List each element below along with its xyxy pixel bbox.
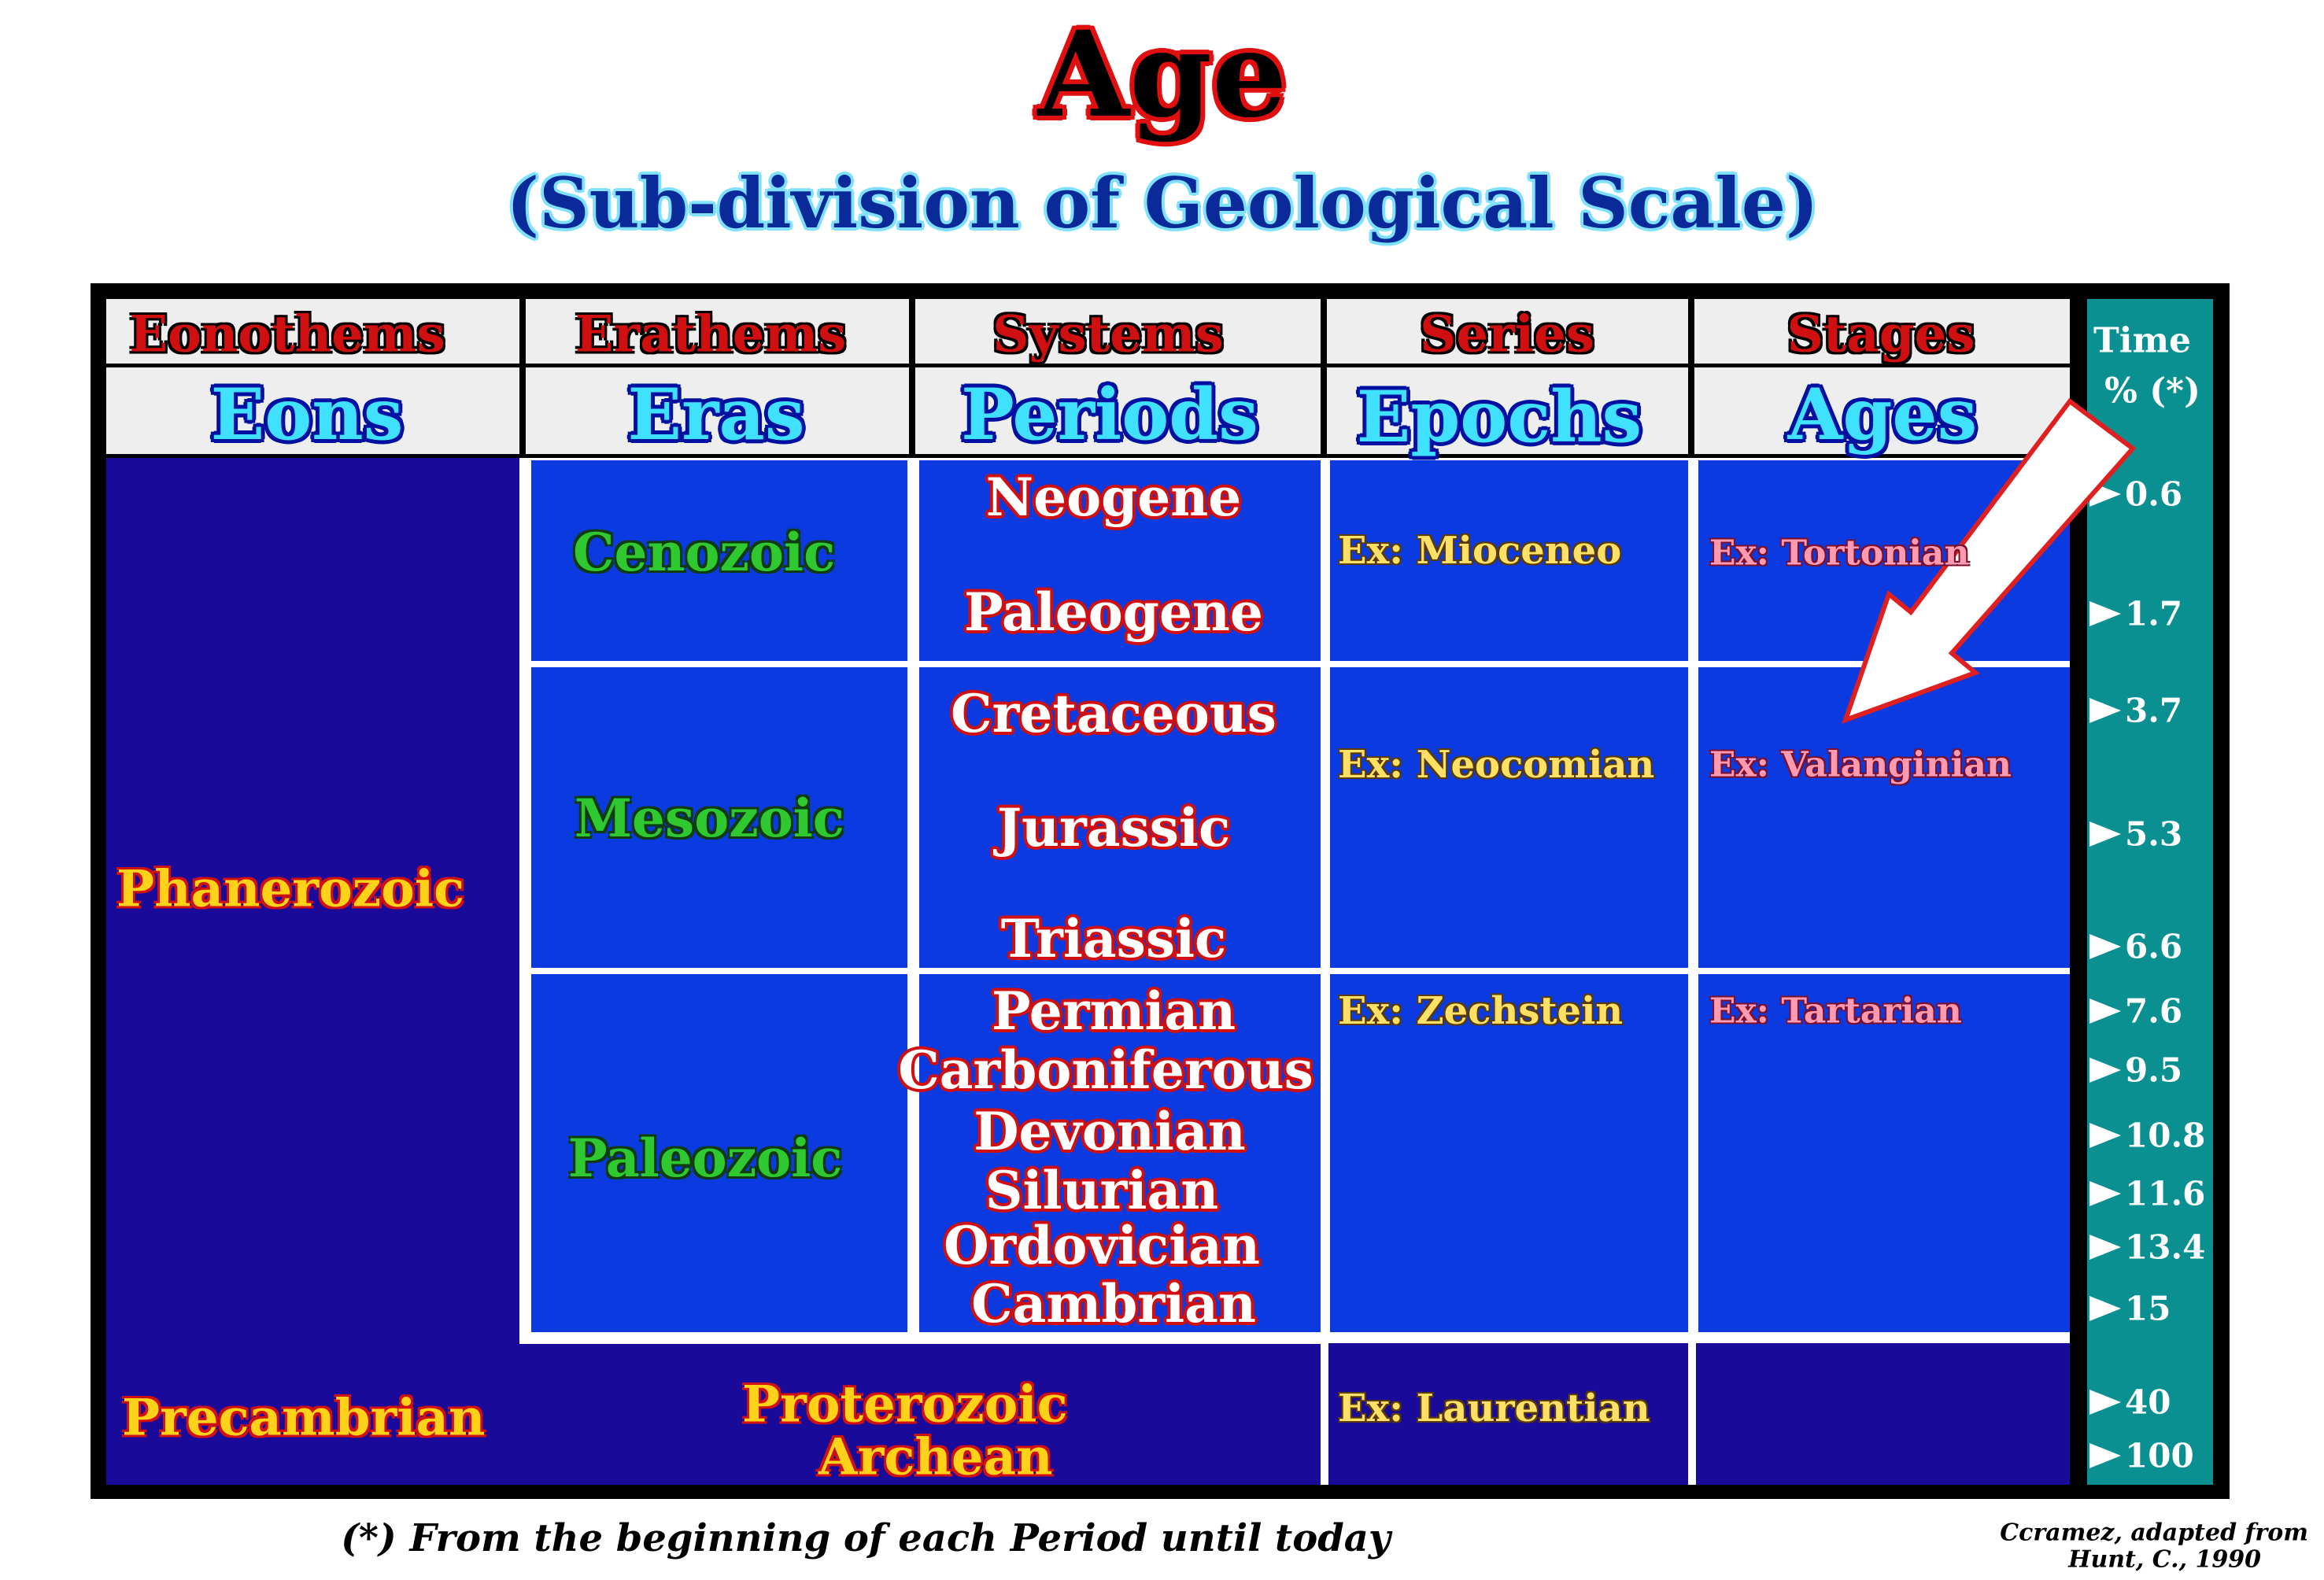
time-tick: [2089, 934, 2121, 959]
header-series: Series: [1420, 305, 1594, 364]
precambrian-topline: [519, 1338, 1322, 1344]
cell-cenozoic-era: [531, 460, 907, 661]
time-tick: [2089, 821, 2121, 847]
time-value: 7.6: [2125, 991, 2183, 1031]
time-value: 40: [2125, 1382, 2171, 1422]
cell-paleozoic-era: [531, 974, 907, 1332]
header-eonothems: Eonothems: [129, 305, 445, 364]
epoch-mioceneo: Ex: Mioceneo: [1338, 529, 1622, 573]
cell-paleozoic-epoch: [1330, 974, 1688, 1332]
time-tick: [2089, 698, 2121, 723]
cell-mesozoic-era: [531, 667, 907, 968]
header-stages: Stages: [1786, 305, 1975, 364]
header-erathems: Erathems: [575, 305, 847, 364]
time-tick: [2089, 1390, 2121, 1415]
time-tick: [2089, 601, 2121, 626]
era-archean: Archean: [818, 1427, 1053, 1487]
precambrian-divider: [1321, 1343, 1328, 1485]
time-value: 13.4: [2125, 1227, 2206, 1267]
time-value: 0.6: [2125, 474, 2183, 514]
header-eons: Eons: [210, 373, 404, 456]
period-paleogene: Paleogene: [964, 581, 1263, 643]
header-row-bottom: [106, 367, 2070, 454]
time-tick: [2089, 1235, 2121, 1260]
footnote: (*) From the beginning of each Period un…: [341, 1516, 1391, 1560]
cell-mesozoic-epoch: [1330, 667, 1688, 968]
credit-line-2: Hunt, C., 1990: [2068, 1545, 2261, 1574]
header-divider: [1688, 299, 1694, 454]
time-tick: [2089, 1296, 2121, 1321]
header-divider: [519, 299, 526, 454]
period-triassic: Triassic: [1000, 908, 1227, 969]
age-valanginian: Ex: Valanginian: [1709, 744, 2012, 785]
time-tick: [2089, 999, 2121, 1024]
page-subtitle: (Sub-division of Geological Scale): [506, 162, 1819, 244]
period-carboniferous: Carboniferous: [898, 1039, 1313, 1101]
header-time-percent: % (*): [2104, 371, 2200, 412]
period-silurian: Silurian: [985, 1160, 1219, 1221]
time-value: 9.5: [2125, 1050, 2183, 1090]
cell-cenozoic-period: [919, 460, 1321, 661]
header-eras: Eras: [627, 373, 805, 456]
time-tick: [2089, 1123, 2121, 1148]
header-epochs: Epochs: [1356, 375, 1642, 459]
credit-line-1: Ccramez, adapted from: [2000, 1519, 2308, 1547]
period-ordovician: Ordovician: [944, 1215, 1260, 1276]
arrow-icon: [1842, 397, 2137, 724]
time-value: 15: [2125, 1289, 2171, 1328]
time-value: 10.8: [2125, 1116, 2206, 1155]
time-value: 3.7: [2125, 691, 2183, 730]
cell-paleozoic-period: [919, 974, 1321, 1332]
epoch-zechstein: Ex: Zechstein: [1338, 989, 1624, 1033]
era-proterozoic: Proterozoic: [742, 1375, 1068, 1434]
header-divider: [1321, 299, 1327, 454]
precambrian-divider: [1688, 1343, 1696, 1485]
time-ticks: [2089, 482, 2121, 1468]
era-cenozoic: Cenozoic: [573, 522, 836, 583]
time-value: 100: [2125, 1436, 2194, 1475]
eon-precambrian: Precambrian: [122, 1388, 486, 1448]
period-devonian: Devonian: [974, 1101, 1246, 1162]
period-cretaceous: Cretaceous: [951, 683, 1277, 744]
age-tartarian: Ex: Tartarian: [1709, 991, 1962, 1032]
age-tortonian: Ex: Tortonian: [1709, 533, 1970, 574]
epoch-laurentian: Ex: Laurentian: [1338, 1386, 1650, 1430]
time-tick: [2089, 1443, 2121, 1468]
era-paleozoic: Paleozoic: [568, 1128, 843, 1189]
header-row-top: [106, 299, 2070, 364]
period-cambrian: Cambrian: [971, 1273, 1256, 1335]
eon-phanerozoic: Phanerozoic: [116, 859, 465, 919]
header-divider: [909, 299, 915, 454]
era-mesozoic: Mesozoic: [575, 788, 844, 849]
period-permian: Permian: [991, 980, 1236, 1042]
cell-cenozoic-epoch: [1330, 460, 1688, 661]
time-tick: [2089, 1058, 2121, 1083]
page-title: Age: [1037, 6, 1288, 144]
time-value: 1.7: [2125, 594, 2183, 633]
cell-mesozoic-age: [1698, 667, 2070, 968]
time-tick: [2089, 1181, 2121, 1206]
cell-paleozoic-age: [1698, 974, 2070, 1332]
epoch-neocomian: Ex: Neocomian: [1338, 743, 1655, 787]
period-jurassic: Jurassic: [996, 797, 1231, 858]
header-time: Time: [2093, 320, 2192, 361]
time-value: 11.6: [2125, 1174, 2206, 1213]
time-value: 6.6: [2125, 927, 2183, 966]
header-ages: Ages: [1787, 373, 1978, 456]
period-neogene: Neogene: [985, 467, 1242, 528]
time-value: 5.3: [2125, 814, 2183, 854]
header-systems: Systems: [992, 305, 1224, 364]
header-periods: Periods: [961, 373, 1258, 456]
cell-mesozoic-period: [919, 667, 1321, 968]
